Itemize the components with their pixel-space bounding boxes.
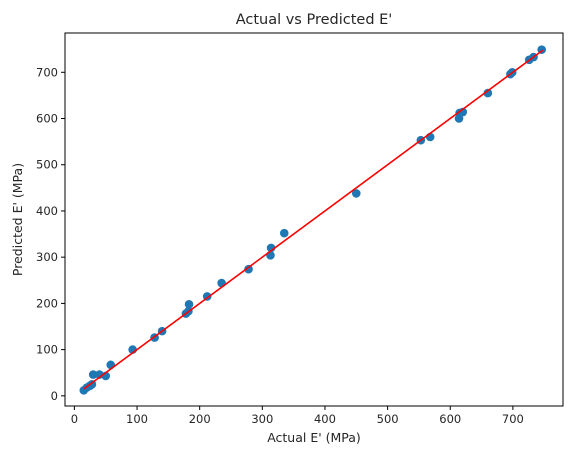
plot-area	[79, 45, 546, 395]
reference-line	[83, 49, 544, 390]
data-point	[106, 360, 116, 370]
data-point	[279, 228, 289, 238]
chart-title: Actual vs Predicted E'	[236, 12, 393, 28]
data-point	[244, 264, 253, 274]
x-tick-label: 100	[126, 412, 148, 426]
data-point	[483, 88, 493, 98]
data-point	[266, 251, 275, 260]
y-axis: 0 100 200 300 400 500 600 700	[36, 65, 65, 403]
y-tick-label: 500	[36, 158, 58, 172]
y-axis-title: Predicted E' (MPa)	[10, 163, 25, 276]
y-tick-label: 300	[36, 250, 58, 264]
y-tick-label: 700	[36, 65, 58, 79]
x-tick-label: 300	[251, 412, 273, 426]
axes-frame	[64, 32, 564, 407]
x-tick-label: 400	[314, 412, 336, 426]
y-tick-label: 400	[36, 204, 58, 218]
data-point	[351, 189, 361, 198]
data-point	[88, 370, 98, 379]
x-tick-label: 0	[71, 412, 78, 426]
x-tick-label: 600	[439, 412, 461, 426]
data-point	[217, 278, 226, 288]
x-axis: 0 100 200 300 400 500 600 700	[71, 406, 524, 426]
y-tick-label: 600	[36, 112, 58, 126]
x-tick-label: 200	[189, 412, 211, 426]
x-axis-title: Actual E' (MPa)	[267, 430, 361, 445]
x-tick-label: 700	[502, 412, 524, 426]
y-tick-label: 0	[51, 389, 58, 403]
y-tick-label: 100	[36, 343, 58, 357]
x-tick-label: 500	[377, 412, 399, 426]
y-tick-label: 200	[36, 296, 58, 310]
data-point	[184, 300, 194, 309]
